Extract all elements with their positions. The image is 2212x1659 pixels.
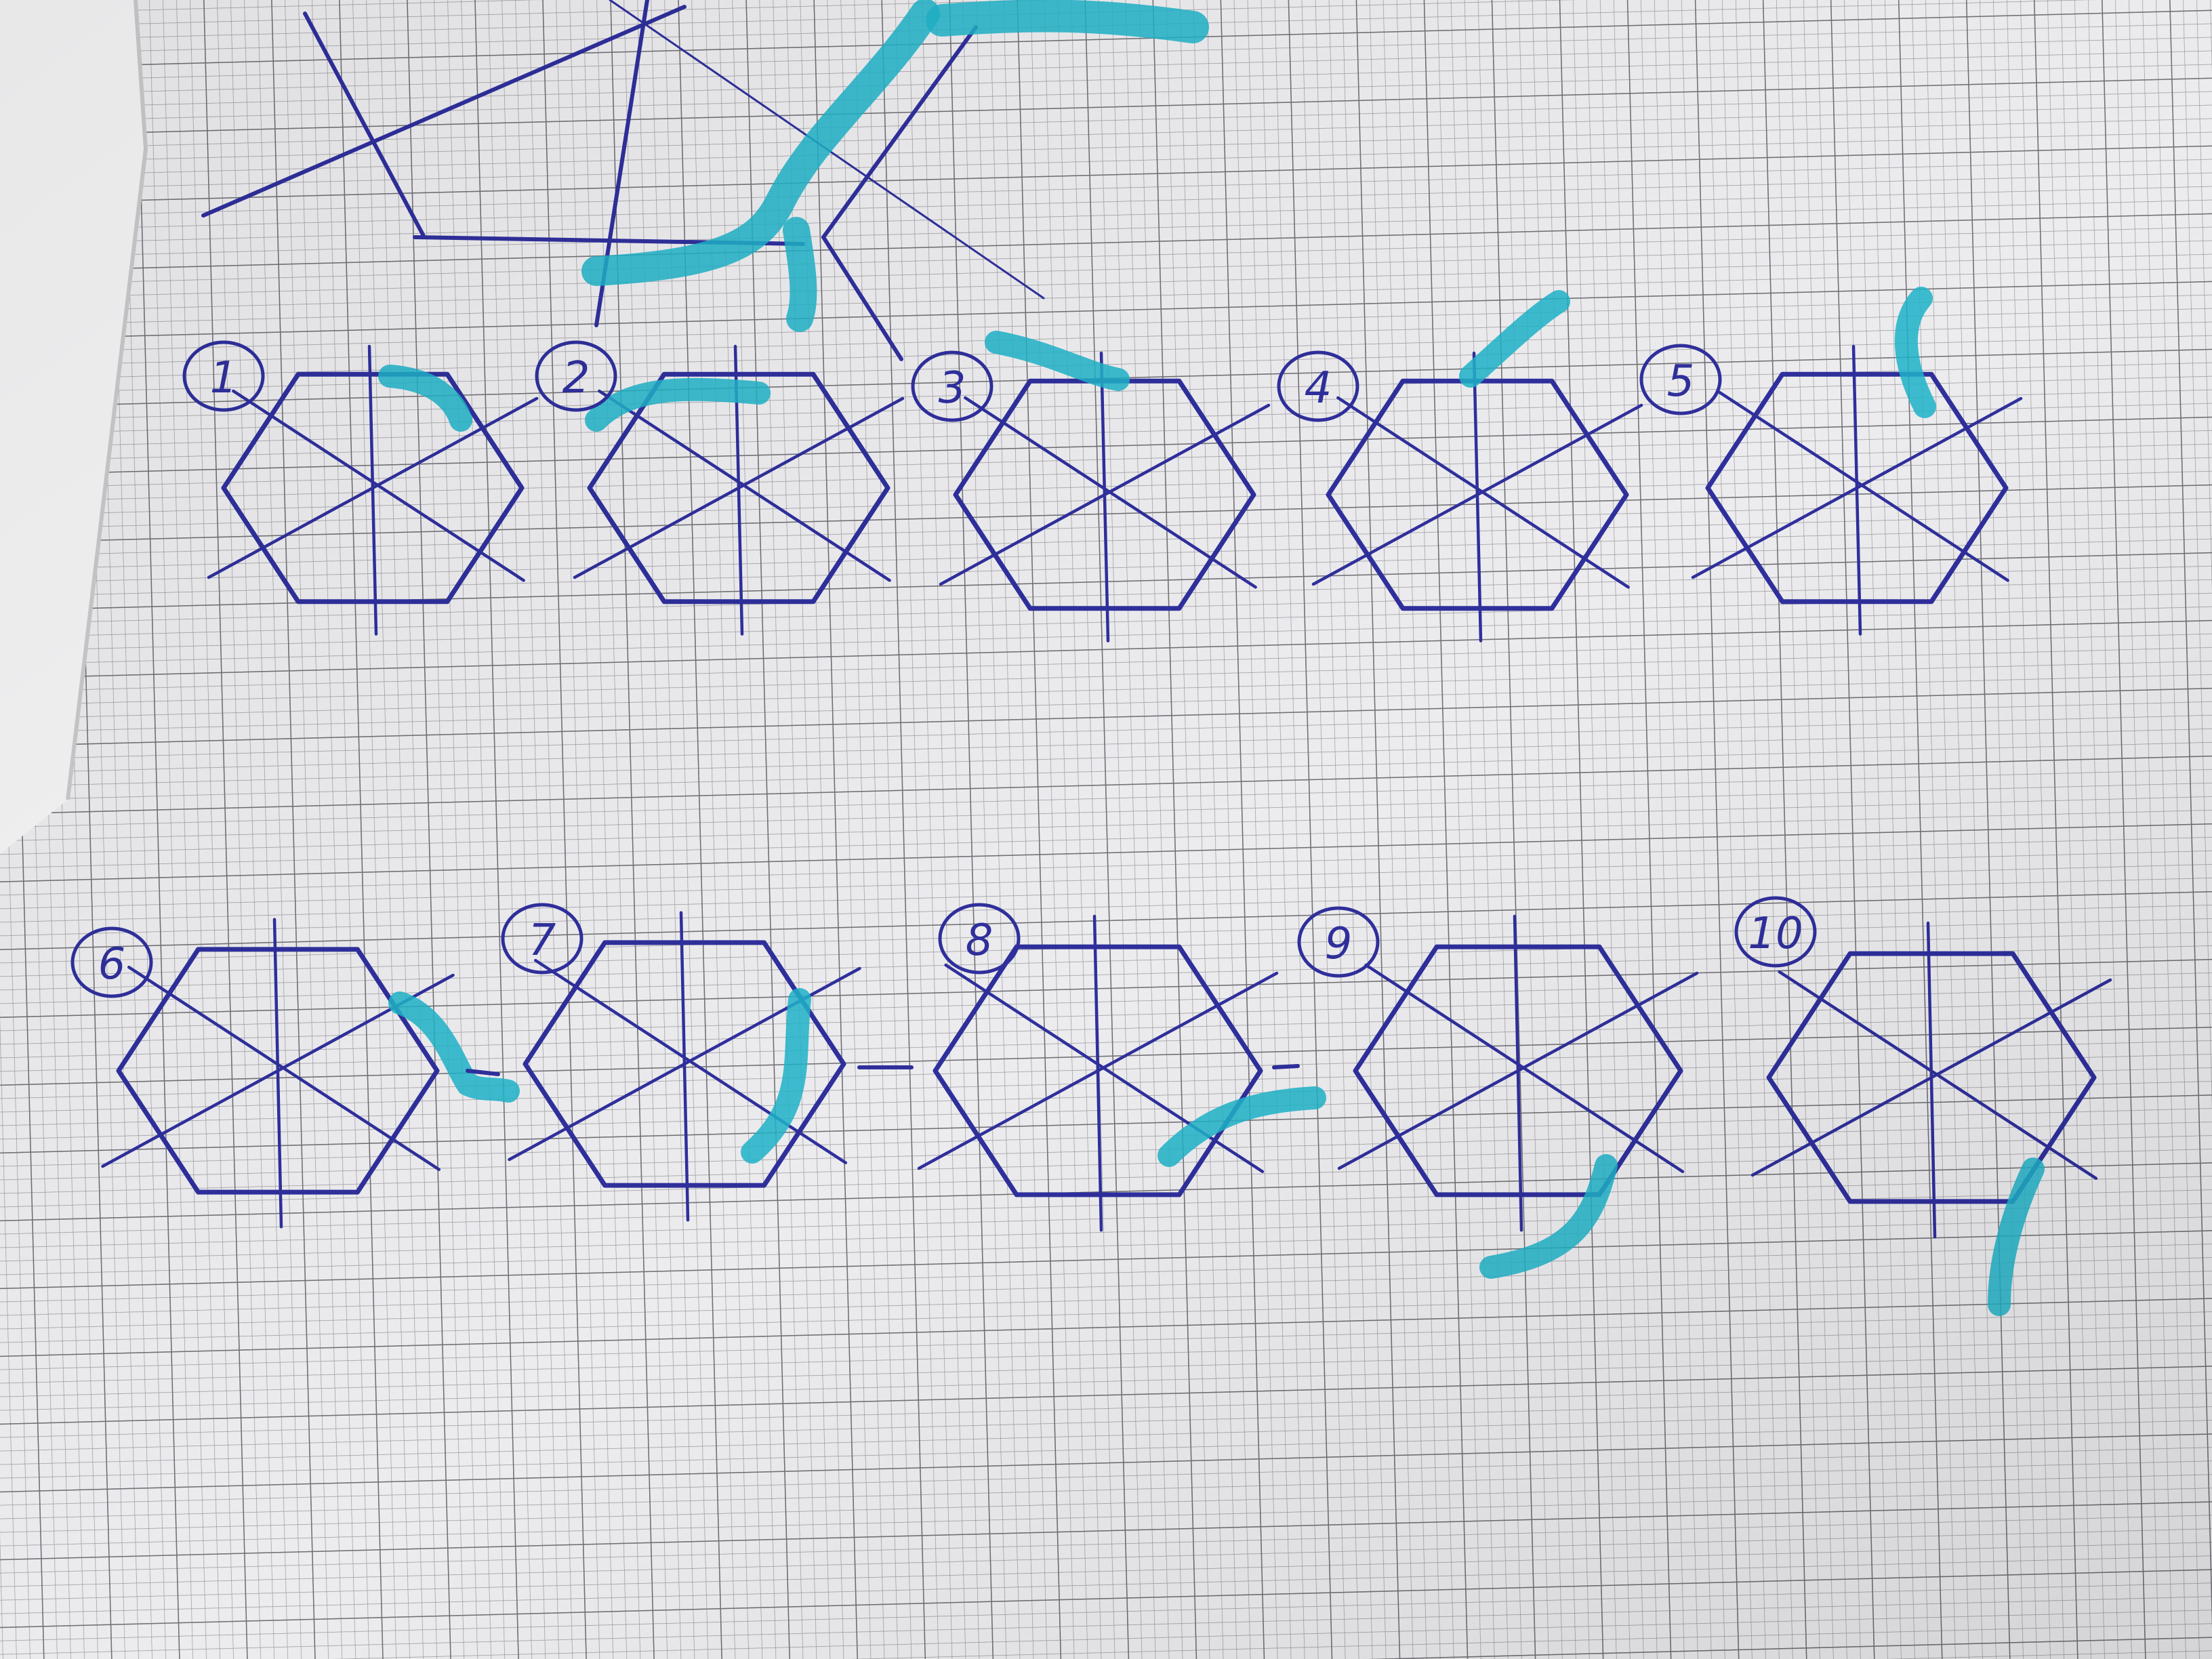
sketch-canvas: 12345678910: [0, 0, 2212, 1659]
lighting-overlay: [0, 0, 2212, 1659]
graph-paper-photo: 12345678910: [0, 0, 2212, 1659]
